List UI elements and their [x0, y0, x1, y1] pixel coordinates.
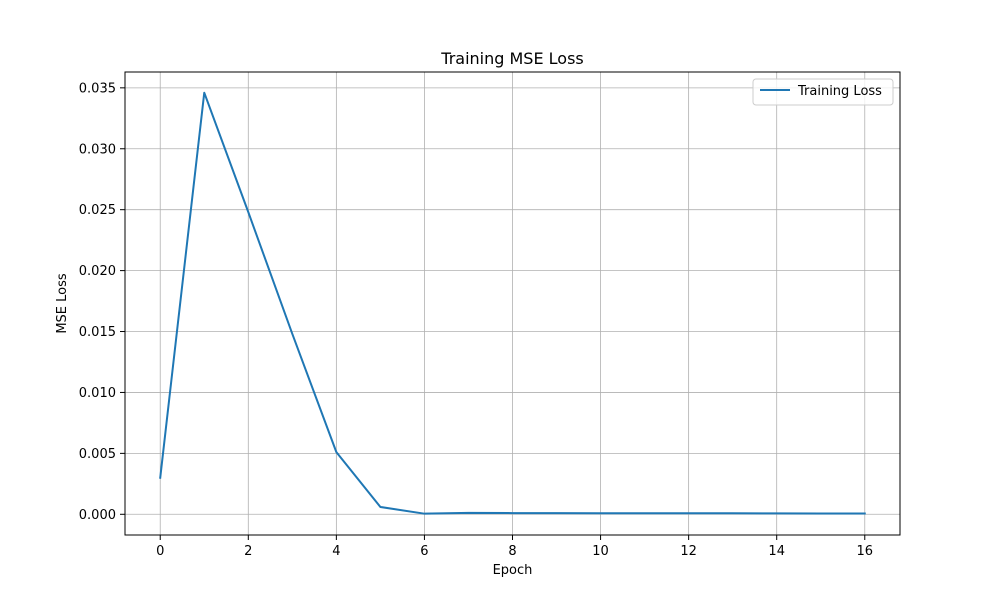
- x-tick-label: 4: [332, 544, 340, 559]
- y-tick-label: 0.025: [79, 203, 116, 218]
- x-axis-ticks: 0 2 4 6 8 10 12 14 16: [156, 535, 873, 559]
- x-tick-label: 10: [592, 544, 609, 559]
- y-tick-label: 0.000: [79, 508, 116, 523]
- x-tick-label: 8: [508, 544, 516, 559]
- chart-title: Training MSE Loss: [440, 49, 583, 68]
- legend: Training Loss: [752, 78, 894, 106]
- series-layer: [159, 91, 866, 515]
- x-tick-label: 2: [244, 544, 252, 559]
- y-tick-label: 0.005: [79, 447, 116, 462]
- y-tick-label: 0.030: [79, 142, 116, 157]
- series-line-training-loss: [159, 91, 866, 515]
- y-axis-ticks: 0.000 0.005 0.010 0.015 0.020 0.025 0.030 0.035: [79, 81, 125, 523]
- y-tick-label: 0.015: [79, 325, 116, 340]
- x-tick-label: 0: [156, 544, 164, 559]
- y-tick-label: 0.010: [79, 386, 116, 401]
- x-tick-label: 14: [768, 544, 785, 559]
- y-tick-label: 0.020: [79, 264, 116, 279]
- x-tick-label: 6: [420, 544, 428, 559]
- x-tick-label: 12: [680, 544, 697, 559]
- x-axis-label: Epoch: [493, 563, 533, 578]
- legend-label: Training Loss: [797, 84, 882, 99]
- y-axis-label: MSE Loss: [55, 273, 70, 334]
- y-tick-label: 0.035: [79, 81, 116, 96]
- legend-box: [752, 78, 894, 106]
- x-tick-label: 16: [856, 544, 873, 559]
